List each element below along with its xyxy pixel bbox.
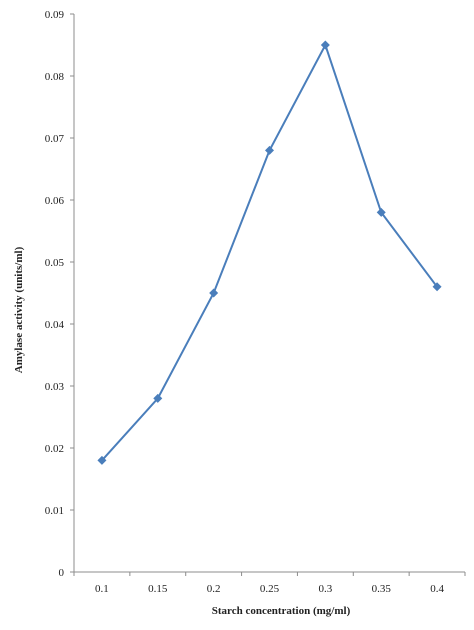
y-tick-label: 0.05 <box>45 257 65 269</box>
x-tick-label: 0.25 <box>260 583 280 595</box>
y-tick-label: 0.02 <box>45 443 64 455</box>
y-tick-label: 0.07 <box>45 133 65 145</box>
y-tick-label: 0.04 <box>45 319 65 331</box>
data-point-marker <box>432 282 442 292</box>
x-tick-label: 0.4 <box>430 583 444 595</box>
data-point-marker <box>153 393 163 403</box>
y-tick-label: 0.06 <box>45 195 65 207</box>
x-tick-label: 0.15 <box>148 583 168 595</box>
axes <box>73 14 465 573</box>
y-tick-label: 0.09 <box>45 9 65 21</box>
x-tick-label: 0.1 <box>95 583 109 595</box>
y-tick-label: 0 <box>59 567 65 579</box>
series-line <box>101 42 438 462</box>
x-axis-title: Starch concentration (mg/ml) <box>212 605 351 617</box>
series-layer <box>97 40 442 465</box>
y-tick-label: 0.03 <box>45 381 65 393</box>
data-point-marker <box>265 145 274 155</box>
data-point-marker <box>97 455 107 465</box>
x-tick-label: 0.35 <box>372 583 392 595</box>
data-point-marker <box>376 207 386 217</box>
data-point-marker <box>320 40 330 50</box>
y-tick-label: 0.01 <box>45 505 64 517</box>
y-axis-ticks: 0 0.01 0.02 0.03 0.04 0.05 0.06 0.07 0.08 0.09 <box>45 9 74 579</box>
y-axis-title: Amylase activity (units/ml) <box>13 246 25 373</box>
y-tick-label: 0.08 <box>45 71 65 83</box>
data-point-marker <box>209 288 219 298</box>
x-tick-label: 0.2 <box>207 583 221 595</box>
x-axis-ticks: 0.1 0.15 0.2 0.25 0.3 0.35 0.4 <box>73 572 466 595</box>
x-tick-label: 0.3 <box>318 583 332 595</box>
